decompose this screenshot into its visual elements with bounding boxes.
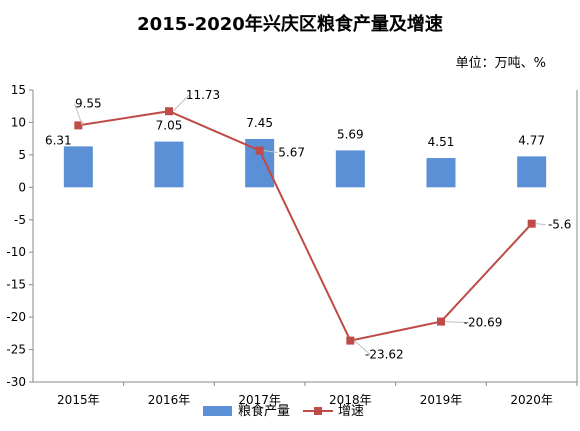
label-leader-line	[263, 150, 278, 154]
y-tick-label: -25	[6, 343, 26, 357]
line-marker	[346, 336, 355, 345]
legend-bar-swatch	[203, 406, 232, 416]
y-tick-label: -20	[6, 310, 26, 324]
y-tick-label: 10	[11, 115, 26, 129]
y-tick-label: -30	[6, 375, 26, 389]
line-marker	[255, 146, 264, 155]
line-data-label: 11.73	[186, 88, 220, 102]
line-marker	[437, 317, 445, 326]
line-data-label: -23.62	[365, 348, 404, 362]
y-tick-label: 0	[18, 180, 26, 194]
y-tick-label: -15	[6, 278, 26, 292]
bar-data-label: 4.77	[518, 133, 545, 147]
bar-data-label: 4.51	[428, 135, 455, 149]
line-marker	[74, 121, 83, 130]
label-leader-line	[535, 223, 546, 226]
unit-note: 单位：万吨、%	[455, 56, 546, 71]
y-tick-label: -5	[14, 213, 26, 227]
y-tick-label: 15	[11, 83, 26, 97]
y-tick-label: 5	[18, 148, 26, 162]
line-layer	[74, 107, 536, 345]
series-line	[78, 110, 533, 342]
x-tick-label: 2017年	[238, 393, 281, 407]
bar	[426, 158, 456, 188]
bar-data-label: 6.31	[45, 133, 72, 147]
line-marker	[165, 107, 173, 116]
bar-data-label: 7.45	[246, 116, 273, 130]
bar	[63, 146, 93, 188]
x-tick-label: 2020年	[510, 393, 553, 407]
bar	[154, 141, 184, 188]
legend-label: 增速	[338, 404, 364, 419]
legend: 粮食产量 增速	[203, 403, 364, 419]
line-data-label: 5.67	[278, 146, 305, 160]
label-leader-line	[354, 340, 371, 355]
label-leader-line	[73, 103, 83, 126]
labels-layer: 6.31 7.05 7.45 5.69 4.51 4.77 9.55 11.73 5.67 -23…	[45, 88, 571, 361]
bar	[335, 150, 365, 188]
legend-label: 粮食产量	[238, 403, 290, 419]
bar	[517, 156, 547, 188]
line-data-label: -20.69	[464, 316, 503, 330]
x-tick-label: 2019年	[420, 393, 463, 407]
bars-layer	[63, 138, 547, 188]
y-tick-label: -10	[6, 245, 26, 259]
line-data-label: -5.6	[548, 218, 571, 232]
chart-title: 2015-2020年兴庆区粮食产量及增速	[137, 14, 443, 35]
line-data-label: 9.55	[75, 96, 102, 110]
x-tick-label: 2016年	[148, 393, 191, 407]
label-leader-line	[172, 94, 190, 112]
line-marker	[527, 219, 536, 228]
legend-line-marker	[314, 407, 322, 415]
bar-data-label: 5.69	[337, 127, 364, 141]
x-tick-label: 2015年	[57, 393, 100, 407]
axes-layer: 15 10 5 0 -5 -10 -15 -20 -25 -30 2015年 2016年 2017年 20…	[6, 83, 578, 407]
label-leader-line	[444, 321, 470, 324]
bar-data-label: 7.05	[156, 119, 183, 133]
x-tick-label: 2018年	[329, 393, 372, 407]
